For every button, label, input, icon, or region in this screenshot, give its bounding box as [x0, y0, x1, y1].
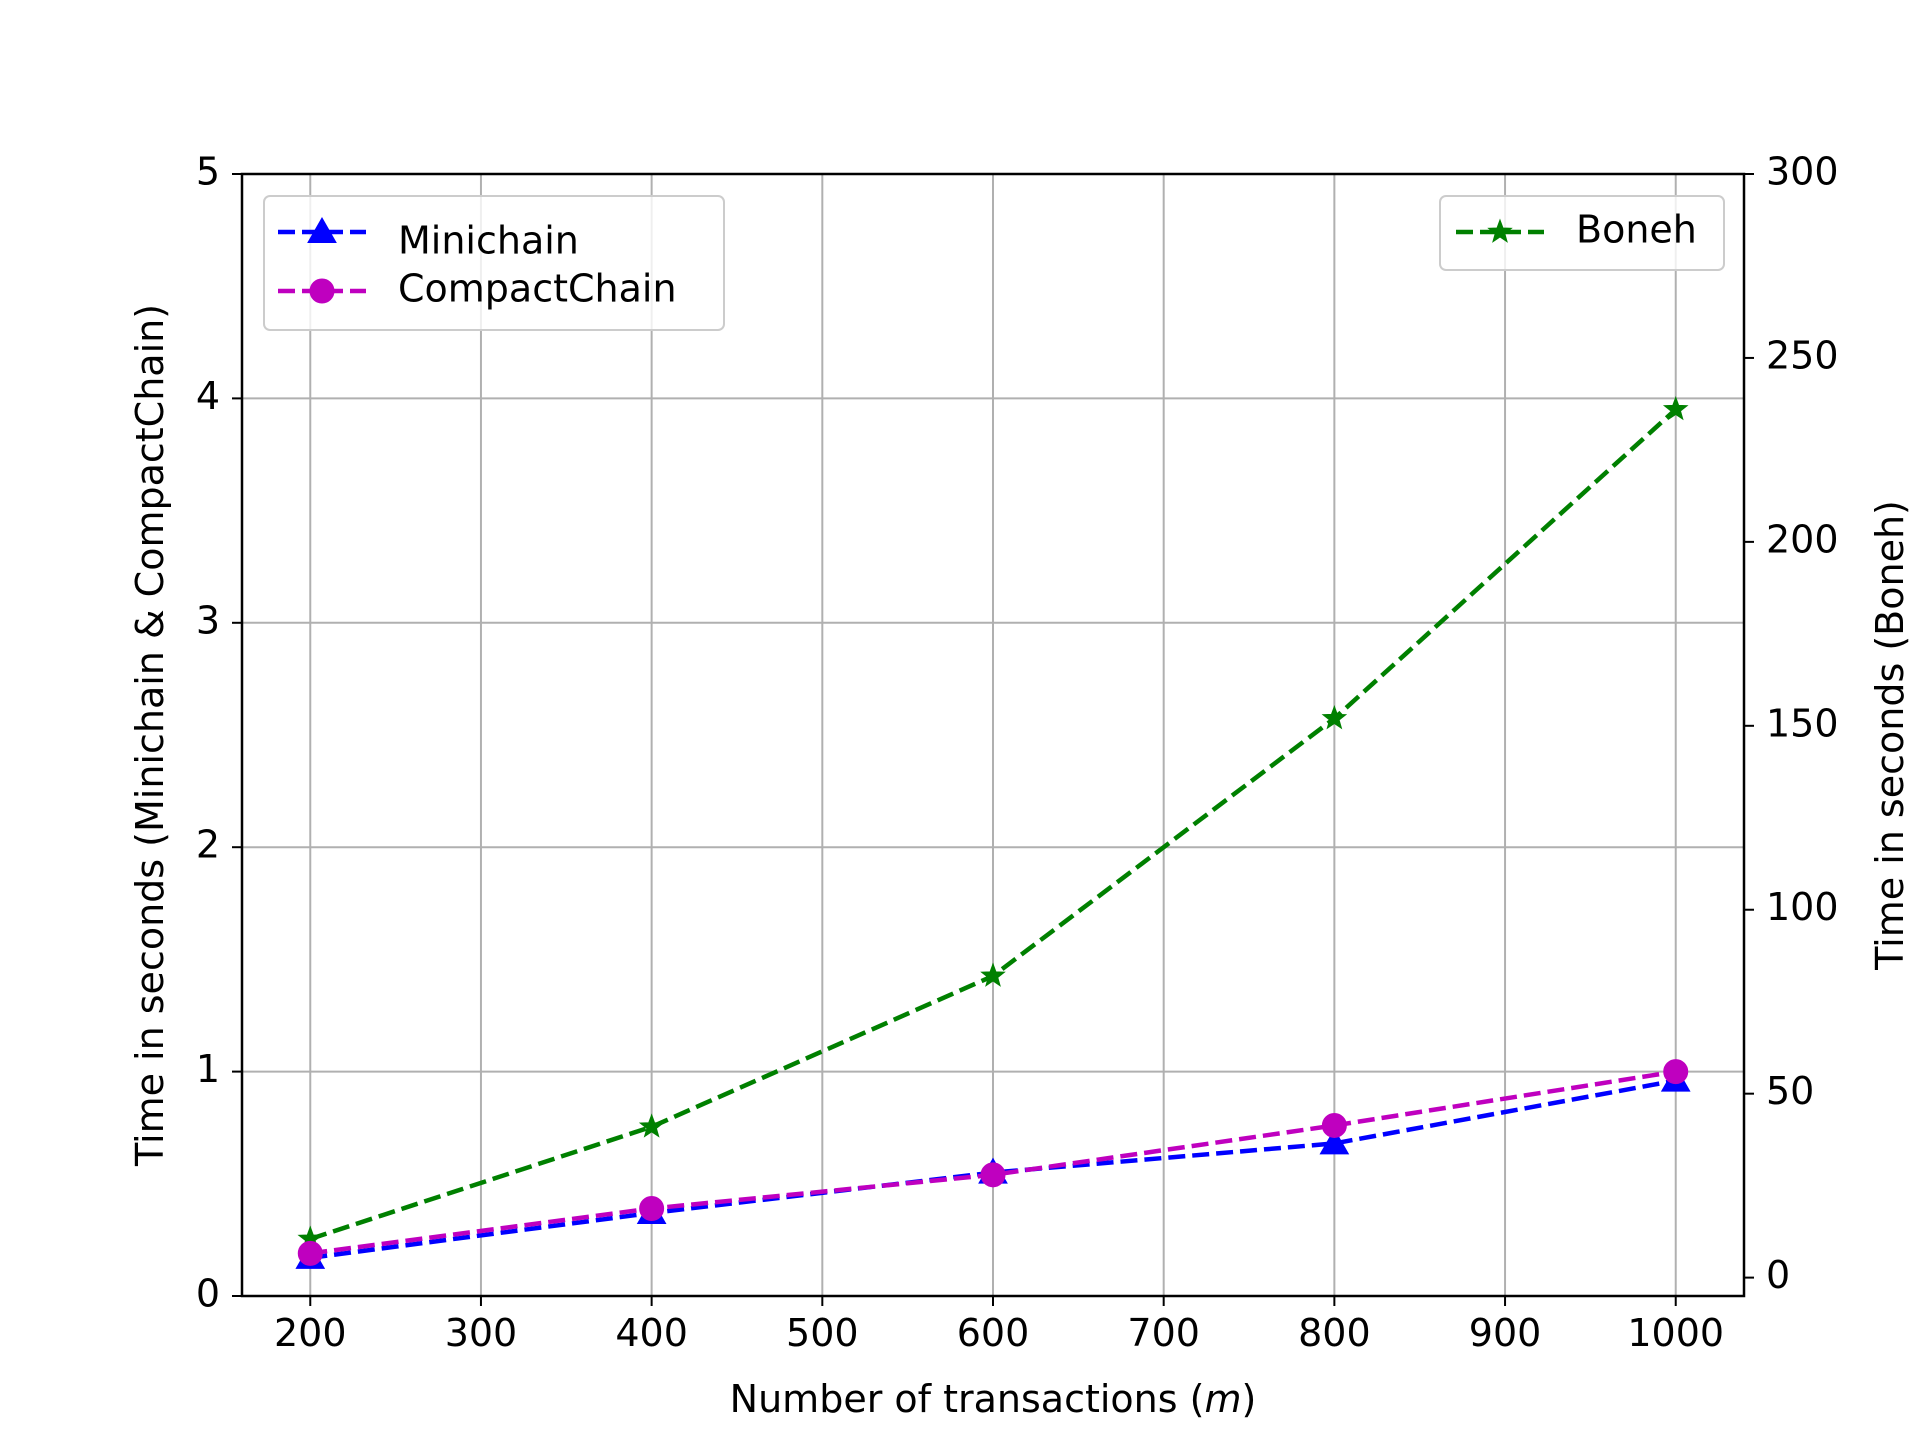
- y-right-tick-label: 250: [1766, 333, 1839, 377]
- x-tick-label: 400: [615, 1311, 688, 1355]
- grid: [242, 173, 1744, 1297]
- legend-marker-boneh: [1487, 218, 1513, 243]
- y-axis-right-label: Time in seconds (Boneh): [1868, 500, 1912, 971]
- y-left-tick-label: 1: [196, 1047, 220, 1091]
- legend-label-minichain: Minichain: [398, 219, 579, 263]
- data-point-boneh: [980, 962, 1006, 987]
- y-left-tick-label: 5: [196, 150, 220, 194]
- x-tick-label: 200: [274, 1311, 347, 1355]
- legend-left: Minichain CompactChain: [263, 195, 725, 331]
- legend-right-box: [1439, 195, 1725, 271]
- legend-label-boneh: Boneh: [1576, 208, 1697, 252]
- legend-marker-minichain: [307, 216, 337, 243]
- x-tick-label: 900: [1469, 1311, 1542, 1355]
- legend-left-box: [263, 195, 725, 331]
- y-right-tick-label: 50: [1766, 1069, 1814, 1113]
- y-right-tick-label: 200: [1766, 517, 1839, 561]
- data-point-boneh: [1321, 705, 1348, 730]
- data-point-boneh: [638, 1113, 665, 1138]
- x-tick-label: 700: [1127, 1311, 1200, 1355]
- data-point-compactchain: [297, 1240, 323, 1266]
- legend-label-compactchain: CompactChain: [398, 267, 677, 311]
- legend-key-minichain: [278, 216, 366, 243]
- y-left-tick-label: 3: [196, 598, 220, 642]
- data-point-compactchain: [1321, 1112, 1347, 1138]
- y-right-tick-label: 0: [1766, 1253, 1790, 1297]
- data-point-minichain: [1319, 1128, 1350, 1155]
- y-left-tick-label: 2: [196, 823, 220, 867]
- x-axis-label: Number of transactions (m): [730, 1377, 1257, 1421]
- y-left-tick-label: 4: [196, 374, 220, 418]
- y-left-tick-label: 0: [196, 1272, 220, 1316]
- legend-marker-compactchain: [309, 278, 335, 304]
- data-point-compactchain: [639, 1195, 665, 1221]
- legend-key-compactchain: [278, 278, 366, 304]
- y-axis-left-label: Time in seconds (Minichain & CompactChai…: [128, 304, 172, 1167]
- ticks: 200 300 400 500 600 700 800 900 1000012345050100…: [196, 150, 1839, 1356]
- x-tick-label: 600: [957, 1311, 1030, 1355]
- legend-right: Boneh: [1439, 195, 1725, 271]
- y-right-tick-label: 300: [1766, 150, 1839, 194]
- x-tick-label: 500: [786, 1311, 859, 1355]
- y-right-tick-label: 150: [1766, 701, 1839, 745]
- data-point-compactchain: [1663, 1059, 1689, 1085]
- data-point-compactchain: [980, 1162, 1006, 1188]
- legend-key-boneh: [1456, 218, 1544, 243]
- series-layer: [295, 395, 1691, 1269]
- x-tick-label: 300: [445, 1311, 518, 1355]
- x-tick-label: 800: [1298, 1311, 1371, 1355]
- y-right-tick-label: 100: [1766, 885, 1839, 929]
- data-point-boneh: [1662, 395, 1689, 421]
- x-tick-label: 1000: [1627, 1311, 1724, 1355]
